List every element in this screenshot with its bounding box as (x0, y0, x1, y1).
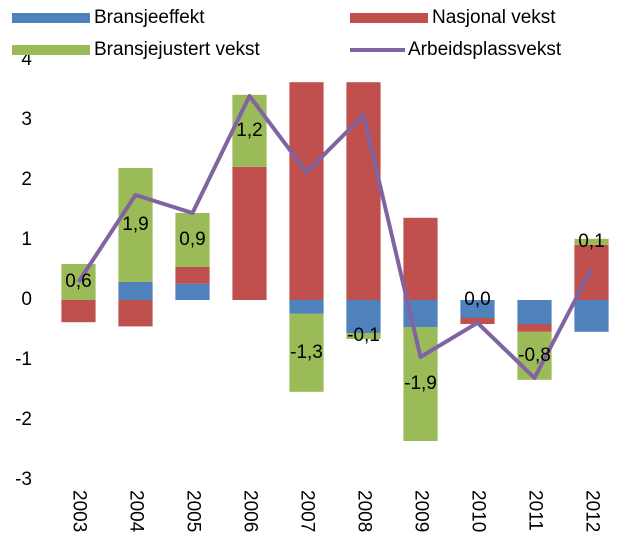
bar-segment (232, 94, 267, 167)
bar-segment (118, 168, 153, 282)
legend-swatch (12, 13, 90, 23)
legend-label: Arbeidsplassvekst (408, 39, 562, 60)
x-tick-label: 2012 (581, 490, 602, 532)
x-tick-label: 2003 (68, 490, 89, 532)
x-tick-label: 2006 (239, 490, 260, 532)
data-label: 0,1 (578, 231, 604, 252)
bar-segment (289, 313, 324, 392)
x-tick-label: 2005 (182, 490, 203, 532)
legend-label: Bransjejustert vekst (94, 39, 261, 60)
line (76, 94, 594, 380)
bar-segment (232, 166, 267, 300)
bar-segment (517, 300, 552, 324)
bar-segment (118, 282, 153, 300)
bar-segment (574, 238, 609, 245)
bar-segment (175, 283, 210, 300)
bar-segment (289, 300, 324, 314)
y-tick-label: 2 (21, 169, 32, 190)
x-tick-label: 2010 (467, 490, 488, 532)
bar-segment (346, 333, 381, 339)
bar-segment (403, 217, 438, 300)
legend-label: Bransjeeffekt (94, 7, 205, 28)
data-label: 0,6 (65, 271, 91, 292)
data-label: -1,3 (290, 342, 323, 363)
bar-segment (175, 267, 210, 284)
data-label: -0,1 (347, 325, 380, 346)
bar-segment (460, 300, 495, 318)
bar-segment (289, 82, 324, 300)
bar-segment (346, 300, 381, 333)
data-label: -0,8 (518, 345, 551, 366)
bar-segment (118, 300, 153, 327)
data-label: 1,2 (236, 120, 262, 141)
legend-label: Nasjonal vekst (432, 7, 556, 28)
bar-segment (574, 300, 609, 332)
bar-segment (61, 300, 96, 323)
y-tick-label: 4 (21, 49, 32, 70)
y-tick-label: -3 (15, 469, 32, 490)
x-tick-label: 2007 (296, 490, 317, 532)
data-label: 0,9 (179, 229, 205, 250)
y-tick-label: -2 (15, 409, 32, 430)
y-tick-label: 0 (21, 289, 32, 310)
bar-segment (403, 327, 438, 441)
y-tick-label: -1 (15, 349, 32, 370)
x-tick-label: 2004 (125, 490, 146, 533)
y-tick-label: 1 (21, 229, 32, 250)
legend-swatch (350, 13, 428, 23)
bar-segment (517, 324, 552, 332)
x-tick-label: 2011 (524, 490, 545, 531)
bar-segment (175, 213, 210, 267)
data-label: 1,9 (122, 214, 148, 235)
x-tick-label: 2009 (410, 490, 431, 532)
x-tick-label: 2008 (353, 490, 374, 532)
data-label: 0,0 (464, 289, 490, 310)
legend-swatch (12, 45, 90, 55)
data-label: -1,9 (404, 373, 437, 394)
y-tick-label: 3 (21, 109, 32, 130)
